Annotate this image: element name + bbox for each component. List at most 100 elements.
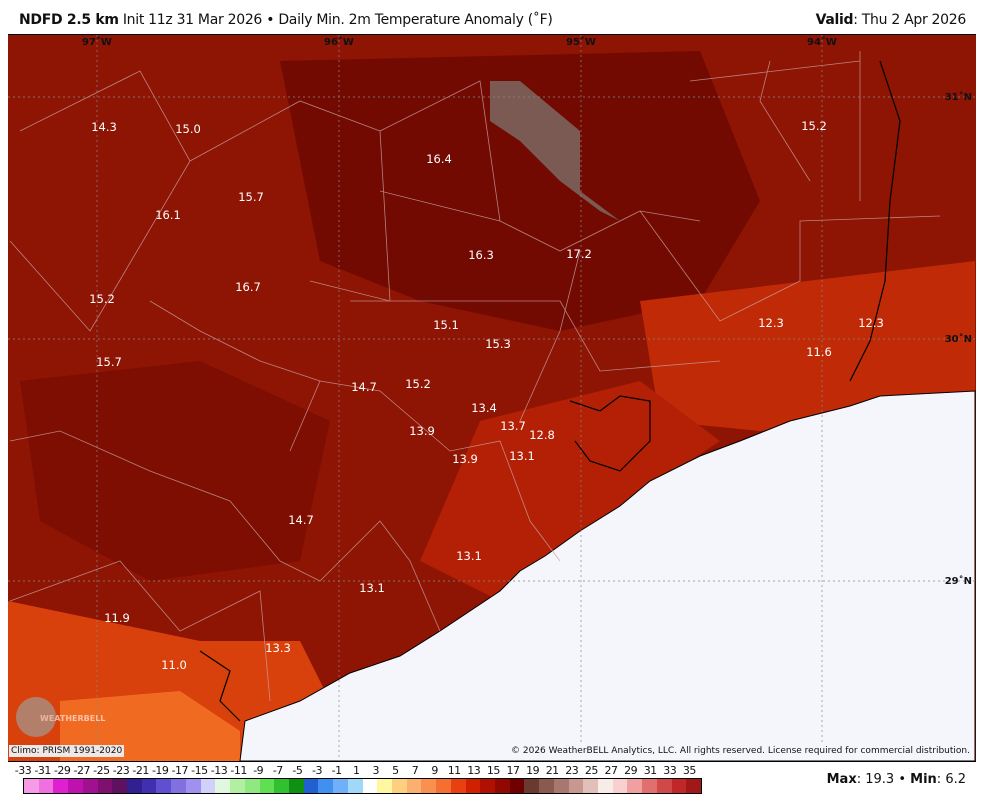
- colorbar-tick-label: -27: [73, 764, 91, 777]
- colorbar-tick-label: 7: [411, 764, 419, 777]
- colorbar-swatch: [642, 779, 657, 793]
- colorbar-swatch: [539, 779, 554, 793]
- colorbar-swatch: [347, 779, 363, 793]
- colorbar-swatch: [480, 779, 495, 793]
- anomaly-value-label: 13.4: [471, 401, 497, 415]
- latitude-label: 29˚N: [945, 575, 972, 587]
- colorbar-tick-label: -5: [292, 764, 303, 777]
- anomaly-value-label: 16.1: [155, 208, 181, 222]
- min-value: 6.2: [945, 772, 966, 787]
- colorbar-tick-label: -11: [230, 764, 247, 777]
- anomaly-value-label: 17.2: [566, 247, 592, 261]
- init-time: Init 11z 31 Mar 2026: [122, 12, 263, 28]
- anomaly-value-label: 15.0: [175, 122, 201, 136]
- temperature-map[interactable]: 97˚W 96˚W 95˚W 94˚W 31˚N 30˚N 29˚N 14.3 15.0 16.4…: [8, 34, 976, 762]
- anomaly-value-label: 15.3: [485, 337, 511, 351]
- anomaly-value-label: 13.7: [500, 419, 526, 433]
- separator: •: [898, 772, 906, 787]
- colorbar-swatch: [509, 779, 525, 793]
- colorbar-tick-label: 5: [392, 764, 399, 777]
- valid-time: Valid: Thu 2 Apr 2026: [816, 12, 967, 28]
- anomaly-value-label: 15.2: [801, 119, 827, 133]
- longitude-label: 95˚W: [566, 36, 596, 48]
- colorbar-tick-label: -33: [14, 764, 32, 777]
- max-min-readout: Max: 19.3 • Min: 6.2: [826, 772, 966, 787]
- anomaly-value-label: 11.6: [806, 345, 832, 359]
- colorbar-swatch: [156, 779, 172, 793]
- colorbar-swatch: [141, 779, 157, 793]
- colorbar-tick-label: -31: [34, 764, 51, 777]
- colorbar-swatch: [436, 779, 451, 793]
- colorbar-swatch: [318, 779, 334, 793]
- colorbar-swatch: [53, 779, 69, 793]
- lake-region: [490, 81, 620, 221]
- warm-anomaly-region: [640, 261, 975, 431]
- colorbar-swatch: [127, 779, 142, 793]
- colorbar-swatch: [185, 779, 201, 793]
- anomaly-value-label: 13.9: [452, 452, 478, 466]
- colorbar-tick-label: -9: [253, 764, 264, 777]
- anomaly-value-label: 14.7: [288, 513, 314, 527]
- colorbar-tick-label: 19: [526, 764, 540, 777]
- anomaly-value-label: 13.3: [265, 641, 291, 655]
- colorbar-swatch: [68, 779, 83, 793]
- colorbar-swatch: [671, 779, 687, 793]
- anomaly-value-label: 15.2: [89, 292, 115, 306]
- colorbar-swatch: [377, 779, 392, 793]
- coastline-bays: [199, 60, 901, 722]
- colorbar-tick-label: 3: [372, 764, 380, 777]
- colorbar-tick-label: 21: [545, 764, 560, 777]
- colorbar-swatch: [200, 779, 216, 793]
- gulf-of-mexico: [239, 390, 976, 761]
- colorbar-tick-label: -29: [53, 764, 71, 777]
- anomaly-value-label: 15.7: [238, 190, 264, 204]
- colorbar-tick-label: -25: [93, 764, 110, 777]
- anomaly-value-label: 12.3: [758, 316, 784, 330]
- colorbar-swatch: [362, 779, 378, 793]
- colorbar-tick-label: 33: [663, 764, 677, 777]
- colorbar-tick-label: -1: [331, 764, 342, 777]
- map-title: NDFD 2.5 km Init 11z 31 Mar 2026 • Daily…: [19, 12, 553, 28]
- colorbar-swatch: [524, 779, 540, 793]
- colorbar-tick-label: -7: [272, 764, 283, 777]
- colorbar-tick-label: 13: [467, 764, 481, 777]
- colorbar-tick-label: -19: [151, 764, 169, 777]
- colorbar-swatch: [612, 779, 628, 793]
- colorbar-tick-label: -17: [171, 764, 189, 777]
- colorbar-swatch: [259, 779, 275, 793]
- colorbar: [23, 778, 702, 794]
- anomaly-value-label: 11.0: [161, 658, 187, 672]
- colorbar-swatch: [230, 779, 245, 793]
- min-label: Min: [910, 772, 937, 787]
- colorbar-tick-label: 27: [604, 764, 619, 777]
- colorbar-tick-label: 29: [624, 764, 638, 777]
- colorbar-tick-label: 25: [584, 764, 599, 777]
- anomaly-value-label: 15.1: [433, 318, 459, 332]
- latitude-label: 30˚N: [945, 333, 972, 345]
- colorbar-swatch: [274, 779, 289, 793]
- colorbar-swatch: [495, 779, 510, 793]
- colorbar-swatch: [553, 779, 569, 793]
- model-name: NDFD 2.5 km: [19, 12, 119, 28]
- product-name: Daily Min. 2m Temperature Anomaly (˚F): [278, 12, 553, 28]
- colorbar-swatch: [583, 779, 599, 793]
- anomaly-value-label: 16.3: [468, 248, 494, 262]
- colorbar-swatch: [24, 779, 39, 793]
- colorbar-swatch: [288, 779, 304, 793]
- colorbar-swatch: [450, 779, 466, 793]
- colorbar-swatch: [215, 779, 231, 793]
- anomaly-value-label: 13.1: [359, 581, 385, 595]
- colorbar-labels: -33 -31 -29 -27 -25 -23 -21 -19 -17 -15 -1 3 -11 -9 -7…: [0, 764, 720, 778]
- colorbar-swatch: [568, 779, 584, 793]
- anomaly-value-label: 15.2: [405, 377, 431, 391]
- colorbar-swatch: [38, 779, 54, 793]
- colorbar-tick-label: -3: [312, 764, 322, 777]
- colorbar-tick-label: -23: [112, 764, 130, 777]
- graticule: [8, 35, 976, 761]
- bright-anomaly-region: [60, 691, 240, 761]
- colorbar-tick-label: -15: [191, 764, 208, 777]
- colorbar-swatch: [598, 779, 613, 793]
- colorbar-tick-label: -21: [132, 764, 149, 777]
- colorbar-tick-label: 35: [682, 764, 697, 777]
- colorbar-swatch: [82, 779, 98, 793]
